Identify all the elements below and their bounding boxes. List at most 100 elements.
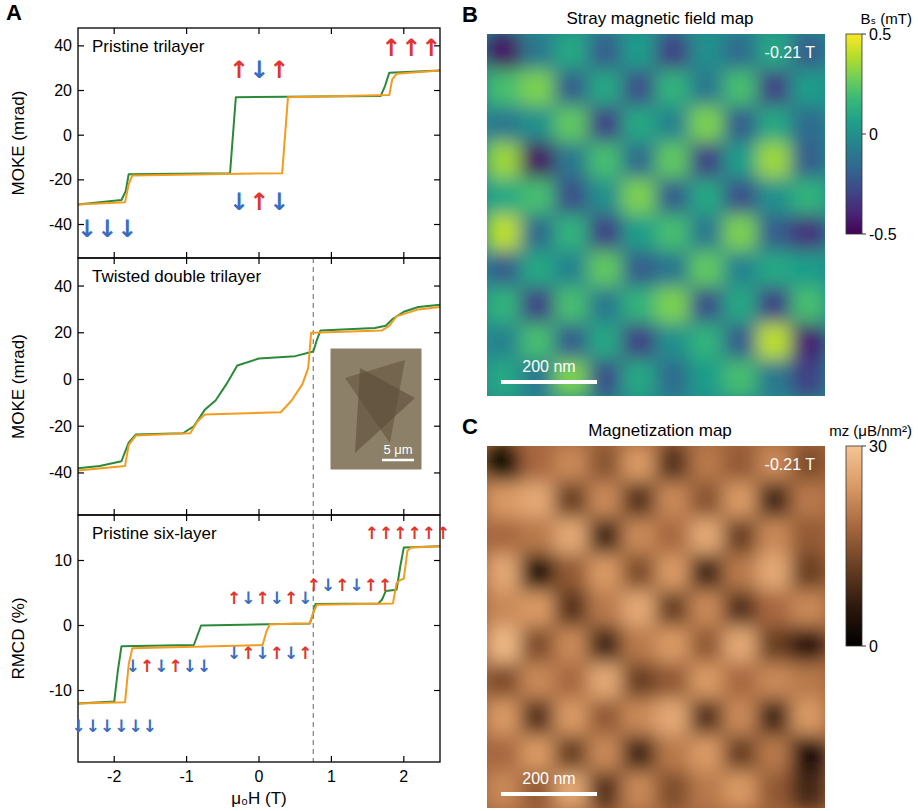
map-cell	[757, 663, 792, 700]
chart-title: Pristine six-layer	[92, 524, 217, 543]
spin-arrow: ↑	[381, 34, 401, 62]
spin-arrow: ↓	[143, 716, 157, 736]
spin-configuration: ↓↑↓↑↓↑	[227, 643, 313, 663]
y-tick-label: 20	[54, 82, 72, 99]
map-cell	[791, 771, 825, 808]
x-axis-label: μ₀H (T)	[231, 789, 287, 808]
map-cell	[622, 34, 657, 71]
y-tick	[78, 45, 84, 46]
spin-arrow: ↓	[154, 656, 168, 676]
map-cell	[487, 142, 521, 179]
map-cell	[520, 518, 555, 555]
colorbar-tick-label: 30	[869, 438, 887, 455]
map-cell	[588, 251, 623, 288]
spin-arrow: ↑	[436, 523, 450, 543]
map-cell	[689, 215, 724, 252]
map-cell	[622, 323, 657, 360]
spin-configuration: ↓↑↓	[229, 188, 289, 216]
map-cell	[656, 359, 691, 396]
colorbar-label: Bₛ (mT)	[861, 10, 912, 27]
map-cell	[487, 106, 521, 143]
y-tick-label: -10	[49, 682, 72, 699]
map-cell	[588, 735, 623, 772]
y-tick-label: -20	[49, 171, 72, 188]
map-cell	[723, 215, 758, 252]
map-cell	[487, 251, 521, 288]
map-cell	[723, 627, 758, 664]
colorbar	[846, 446, 862, 646]
map-cell	[656, 34, 691, 71]
map-cells	[487, 34, 825, 396]
plot-area	[78, 258, 440, 515]
map-cell	[656, 554, 691, 591]
reference-line	[313, 515, 314, 762]
x-tick	[258, 252, 259, 258]
x-tick-label: -2	[107, 768, 121, 785]
plot-frame	[78, 28, 440, 258]
map-cell	[622, 251, 657, 288]
spin-arrow: ↑	[335, 575, 349, 595]
map-cell	[689, 771, 724, 808]
x-tick	[331, 756, 332, 762]
x-tick-label: 2	[399, 768, 408, 785]
y-tick	[434, 426, 440, 427]
map-cell	[622, 70, 657, 107]
map-cell	[791, 663, 825, 700]
spin-configuration: ↑↓↑↓↑↑	[307, 575, 393, 595]
y-tick-label: 40	[54, 278, 72, 295]
map-cell	[554, 482, 589, 519]
x-tick	[258, 509, 259, 515]
spin-arrow: ↑	[298, 643, 312, 663]
map-cell	[656, 287, 691, 324]
spin-configuration: ↑↓↑↓↑↓	[227, 588, 313, 608]
map-cell	[487, 287, 521, 324]
map-ground	[487, 446, 825, 808]
map-cell	[757, 70, 792, 107]
map-cell	[520, 142, 555, 179]
x-tick	[186, 509, 187, 515]
chart-title: Magnetization map	[588, 421, 732, 440]
spin-arrow: ↓	[227, 643, 241, 663]
map-cell	[656, 771, 691, 808]
map-cell	[791, 323, 825, 360]
map-cell	[588, 142, 623, 179]
figure: A-40-2002040MOKE (mrad)Pristine trilayer…	[0, 0, 918, 811]
map-cell	[791, 142, 825, 179]
spin-arrow: ↓	[298, 588, 312, 608]
map-cell	[723, 518, 758, 555]
y-axis-label: RMCD (%)	[9, 597, 28, 679]
map-cell	[656, 142, 691, 179]
map-cell	[656, 735, 691, 772]
scale-bar	[501, 792, 597, 796]
map-cell	[656, 215, 691, 252]
map-cell	[487, 518, 521, 555]
map-cell	[622, 663, 657, 700]
map-cell	[554, 34, 589, 71]
plot-frame	[78, 258, 440, 515]
y-tick	[434, 560, 440, 561]
map-cell	[656, 106, 691, 143]
map-cell	[656, 251, 691, 288]
map-cell	[791, 215, 825, 252]
map-cell	[554, 215, 589, 252]
spin-arrow: ↑	[169, 656, 183, 676]
map-cell	[689, 518, 724, 555]
spin-arrow: ↑	[227, 588, 241, 608]
x-tick	[114, 515, 115, 521]
map-cell	[520, 34, 555, 71]
x-tick	[258, 756, 259, 762]
x-tick	[114, 252, 115, 258]
map-cell	[520, 70, 555, 107]
x-tick-label: -1	[179, 768, 193, 785]
map-cell	[487, 178, 521, 215]
hysteresis-curve	[78, 70, 440, 204]
y-tick	[78, 426, 84, 427]
map-cell	[723, 735, 758, 772]
map-cell	[520, 446, 555, 483]
y-tick	[78, 625, 84, 626]
map-cell	[487, 215, 521, 252]
map-cell	[723, 359, 758, 396]
y-tick	[78, 332, 84, 333]
y-tick	[434, 179, 440, 180]
map-cell	[723, 482, 758, 519]
